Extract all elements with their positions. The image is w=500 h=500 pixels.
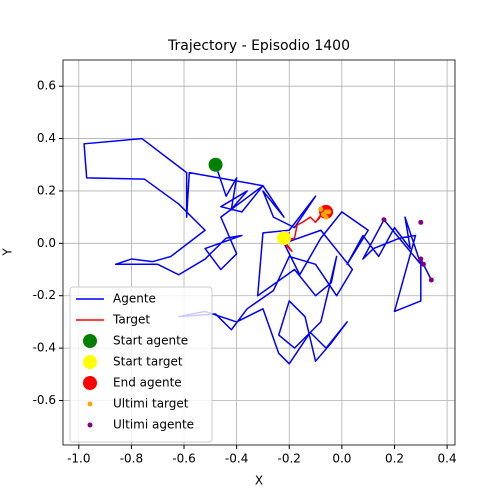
x-tick-label: 0.0 (332, 452, 351, 466)
x-tick-label: 0.2 (385, 452, 404, 466)
legend-label: Start agente (113, 334, 188, 348)
legend-label: Ultimi target (113, 397, 189, 411)
x-tick-label: -1.0 (67, 452, 90, 466)
x-tick-label: 0.4 (438, 452, 457, 466)
legend-label: Ultimi agente (113, 418, 194, 432)
point-marker (318, 206, 324, 212)
x-tick-label: -0.2 (278, 452, 301, 466)
legend-label: Target (112, 313, 150, 327)
x-tick-label: -0.6 (172, 452, 195, 466)
legend-swatch (83, 355, 97, 369)
point-marker (418, 256, 424, 262)
legend-label: End agente (113, 376, 182, 390)
y-tick-label: 0.6 (37, 79, 56, 93)
y-tick-label: 0.2 (37, 183, 56, 197)
legend-box (69, 286, 213, 443)
y-tick-label: -0.2 (33, 288, 56, 302)
x-tick-label: -0.4 (225, 452, 248, 466)
y-tick-label: 0.4 (37, 131, 56, 145)
x-tick-label: -0.8 (120, 452, 143, 466)
legend-swatch (83, 334, 97, 348)
legend-swatch (83, 376, 97, 390)
point-marker (420, 261, 426, 267)
axes-frame (62, 59, 456, 446)
y-axis-label: Y (1, 248, 15, 257)
legend-swatch (87, 422, 93, 428)
x-axis-label: X (255, 474, 263, 488)
point-marker (418, 219, 424, 225)
trajectory-line (83, 137, 432, 365)
y-tick-label: -0.6 (33, 393, 56, 407)
point-marker (323, 209, 329, 215)
plot-area (83, 137, 434, 365)
y-tick-label: -0.4 (33, 341, 56, 355)
y-tick-label: 0.0 (37, 236, 56, 250)
legend: Agente Target Start agente Start target End … (69, 286, 213, 443)
point-marker (381, 217, 387, 223)
chart-title: Trajectory - Episodio 1400 (167, 38, 350, 54)
legend-swatch (87, 401, 93, 407)
point-marker (276, 231, 291, 246)
point-marker (428, 277, 434, 283)
point-marker (208, 157, 223, 172)
legend-label: Start target (113, 355, 183, 369)
legend-label: Agente (113, 292, 156, 306)
